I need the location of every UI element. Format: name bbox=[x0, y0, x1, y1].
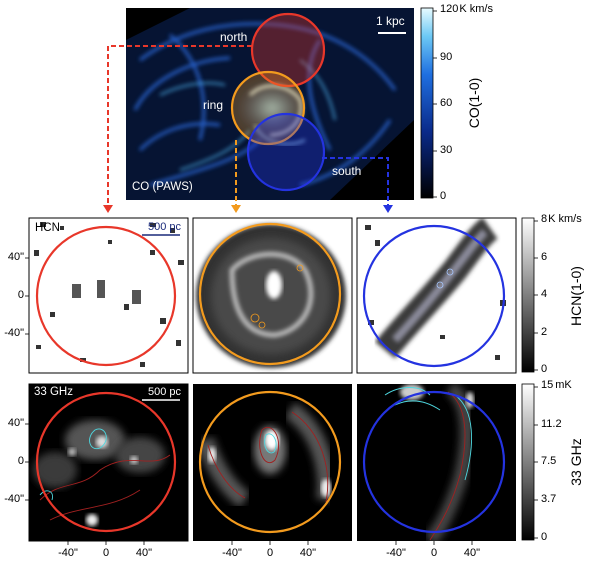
connector-lines bbox=[103, 45, 393, 213]
ghz-x-tick: 40" bbox=[135, 547, 153, 559]
hcn-north-panel bbox=[28, 217, 189, 374]
ghz-x-tick: 0 bbox=[102, 547, 110, 559]
ghz-colorbar-title: 33 GHz bbox=[568, 438, 584, 486]
co-map-image bbox=[126, 8, 414, 200]
ghz-colorbar-tick: 3.7 bbox=[541, 493, 557, 505]
co-colorbar bbox=[420, 7, 434, 199]
north-region-circle bbox=[250, 12, 326, 88]
ghz-x-tick: 0 bbox=[430, 547, 438, 559]
hcn-colorbar-tick: 4 bbox=[541, 288, 548, 300]
co-colorbar-tick: 60 bbox=[440, 97, 453, 109]
co-scalebar-label: 1 kpc bbox=[376, 14, 405, 28]
ghz-y-tick: 0 bbox=[17, 455, 24, 467]
hcn-colorbar-title: HCN(1-0) bbox=[568, 266, 584, 326]
ghz-colorbar bbox=[521, 383, 535, 541]
co-colorbar-tick: 0 bbox=[440, 190, 447, 202]
north-label: north bbox=[220, 30, 248, 44]
hcn-colorbar-tick: 2 bbox=[541, 326, 548, 338]
co-colorbar-tick: 30 bbox=[440, 144, 453, 156]
co-colorbar-title: CO(1-0) bbox=[466, 77, 482, 129]
ghz-x-tick: -40" bbox=[222, 547, 242, 559]
ghz-south-panel bbox=[357, 384, 516, 541]
co-source-label: CO (PAWS) bbox=[132, 181, 193, 193]
hcn-label: HCN bbox=[35, 222, 60, 234]
hcn-ring-panel bbox=[192, 217, 353, 374]
ghz-label: 33 GHz bbox=[34, 386, 73, 398]
co-colorbar-tick: 90 bbox=[440, 51, 453, 63]
ghz-colorbar-tick: 0 bbox=[541, 531, 548, 543]
hcn-scalebar-label: 500 pc bbox=[148, 221, 182, 233]
hcn-y-tick: -40" bbox=[4, 327, 24, 339]
ghz-x-tick: 0 bbox=[266, 547, 274, 559]
ring-region-circle bbox=[230, 70, 306, 146]
hcn-y-tick: 0 bbox=[17, 289, 24, 301]
ghz-colorbar-max: 15 mK bbox=[541, 379, 572, 391]
ghz-ring-panel bbox=[193, 384, 352, 541]
hcn-colorbar-tick: 6 bbox=[541, 251, 548, 263]
ring-label: ring bbox=[203, 98, 224, 112]
south-label: south bbox=[332, 164, 362, 178]
hcn-y-tick: 40" bbox=[7, 251, 24, 263]
co-colorbar-max: 120K km/s bbox=[440, 3, 493, 15]
south-region-circle bbox=[246, 112, 326, 192]
ghz-x-tick: -40" bbox=[58, 547, 78, 559]
hcn-colorbar-max: 8K km/s bbox=[541, 213, 582, 225]
ghz-y-tick: 40" bbox=[7, 417, 24, 429]
ghz-scalebar-label: 500 pc bbox=[148, 386, 182, 398]
hcn-colorbar-tick: 0 bbox=[541, 363, 548, 375]
ghz-x-tick: 40" bbox=[463, 547, 481, 559]
ghz-x-tick: -40" bbox=[386, 547, 406, 559]
ghz-north-panel bbox=[28, 383, 189, 542]
ghz-colorbar-tick: 11.2 bbox=[541, 418, 562, 430]
ghz-colorbar-tick: 7.5 bbox=[541, 455, 557, 467]
ghz-y-tick: -40" bbox=[4, 493, 24, 505]
hcn-colorbar bbox=[521, 217, 535, 373]
hcn-south-panel bbox=[356, 217, 517, 374]
ghz-x-tick: 40" bbox=[299, 547, 317, 559]
